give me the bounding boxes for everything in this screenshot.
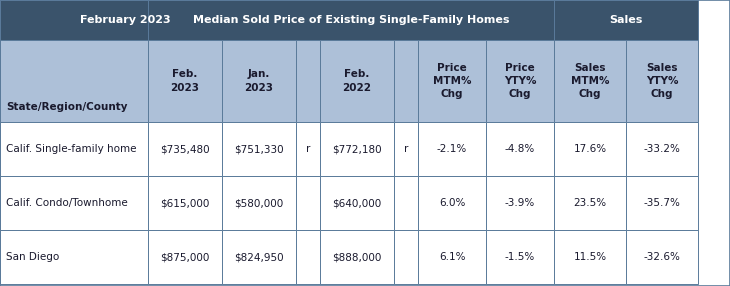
Bar [418,176,486,230]
Bar [0,176,148,230]
Text: Sales
MTM%
Chg: Sales MTM% Chg [571,63,610,99]
Text: 6.1%: 6.1% [439,252,465,262]
Bar [222,230,296,284]
Bar [626,40,698,122]
Text: -32.6%: -32.6% [644,252,680,262]
Text: $875,000: $875,000 [161,252,210,262]
Text: r: r [306,144,310,154]
Text: 11.5%: 11.5% [574,252,607,262]
Text: $888,000: $888,000 [332,252,382,262]
Bar [222,40,296,122]
Text: Feb.
2023: Feb. 2023 [171,69,199,93]
Bar [394,122,418,176]
Text: -2.1%: -2.1% [437,144,467,154]
Bar [320,40,394,122]
Text: San Diego: San Diego [6,252,59,262]
Text: -3.9%: -3.9% [505,198,535,208]
Text: $772,180: $772,180 [332,144,382,154]
Bar [486,230,554,284]
Text: Median Sold Price of Existing Single-Family Homes: Median Sold Price of Existing Single-Fam… [193,15,510,25]
Bar [148,230,222,284]
Bar [554,40,626,122]
Bar [320,122,394,176]
Text: Feb.
2022: Feb. 2022 [342,69,372,93]
Bar [554,176,626,230]
Bar [148,40,222,122]
Text: $751,330: $751,330 [234,144,284,154]
Bar [626,176,698,230]
Text: Calif. Single-family home: Calif. Single-family home [6,144,137,154]
Bar [0,40,148,122]
Text: Sales: Sales [610,15,642,25]
Bar [148,176,222,230]
Text: $824,950: $824,950 [234,252,284,262]
Bar [554,230,626,284]
Bar [0,0,148,40]
Text: State/Region/County: State/Region/County [6,102,128,112]
Bar [418,122,486,176]
Bar [626,122,698,176]
Text: Price
YTY%
Chg: Price YTY% Chg [504,63,537,99]
Bar [222,176,296,230]
Bar [222,122,296,176]
Text: -4.8%: -4.8% [505,144,535,154]
Bar [296,40,320,122]
Text: $615,000: $615,000 [161,198,210,208]
Text: $580,000: $580,000 [234,198,284,208]
Text: February 2023: February 2023 [80,15,171,25]
Bar [148,122,222,176]
Bar [296,176,320,230]
Bar [320,230,394,284]
Bar [296,230,320,284]
Bar [486,176,554,230]
Text: -35.7%: -35.7% [644,198,680,208]
Bar [296,122,320,176]
Bar [0,122,148,176]
Text: -33.2%: -33.2% [644,144,680,154]
Bar [394,40,418,122]
Bar [486,122,554,176]
Text: Sales
YTY%
Chg: Sales YTY% Chg [646,63,678,99]
Bar [148,0,554,40]
Text: $735,480: $735,480 [160,144,210,154]
Bar [394,230,418,284]
Text: $640,000: $640,000 [332,198,382,208]
Text: Jan.
2023: Jan. 2023 [245,69,274,93]
Bar [0,230,148,284]
Bar [320,176,394,230]
Text: 17.6%: 17.6% [574,144,607,154]
Bar [486,40,554,122]
Text: -1.5%: -1.5% [505,252,535,262]
Text: r: r [404,144,408,154]
Text: 23.5%: 23.5% [574,198,607,208]
Text: 6.0%: 6.0% [439,198,465,208]
Bar [418,230,486,284]
Bar [554,0,698,40]
Bar [418,40,486,122]
Bar [626,230,698,284]
Bar [394,176,418,230]
Text: Price
MTM%
Chg: Price MTM% Chg [433,63,472,99]
Bar [554,122,626,176]
Text: Calif. Condo/Townhome: Calif. Condo/Townhome [6,198,128,208]
